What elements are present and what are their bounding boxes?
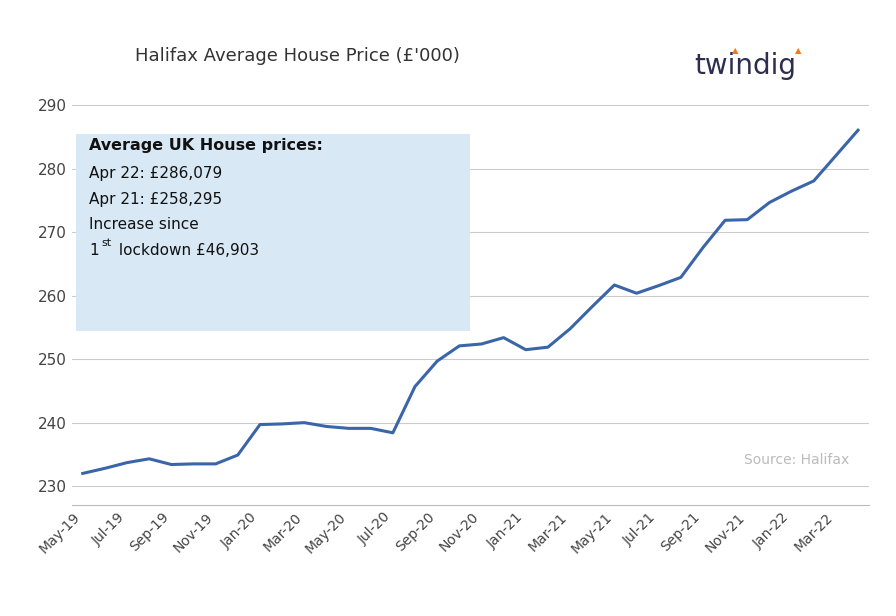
- Text: Halifax Average House Price (£'000): Halifax Average House Price (£'000): [135, 47, 461, 65]
- Text: st: st: [101, 238, 112, 248]
- Text: Source: Halifax: Source: Halifax: [744, 453, 849, 467]
- Text: Increase since: Increase since: [90, 217, 199, 232]
- Text: twindig: twindig: [694, 52, 797, 80]
- Text: ▲: ▲: [795, 46, 802, 55]
- Text: Average UK House prices:: Average UK House prices:: [90, 138, 323, 153]
- Text: Apr 22: £286,079: Apr 22: £286,079: [90, 166, 222, 181]
- Text: ▲: ▲: [732, 46, 739, 55]
- Text: 1: 1: [90, 243, 99, 257]
- Text: lockdown £46,903: lockdown £46,903: [114, 243, 259, 257]
- FancyBboxPatch shape: [76, 134, 470, 331]
- Text: Apr 21: £258,295: Apr 21: £258,295: [90, 192, 222, 207]
